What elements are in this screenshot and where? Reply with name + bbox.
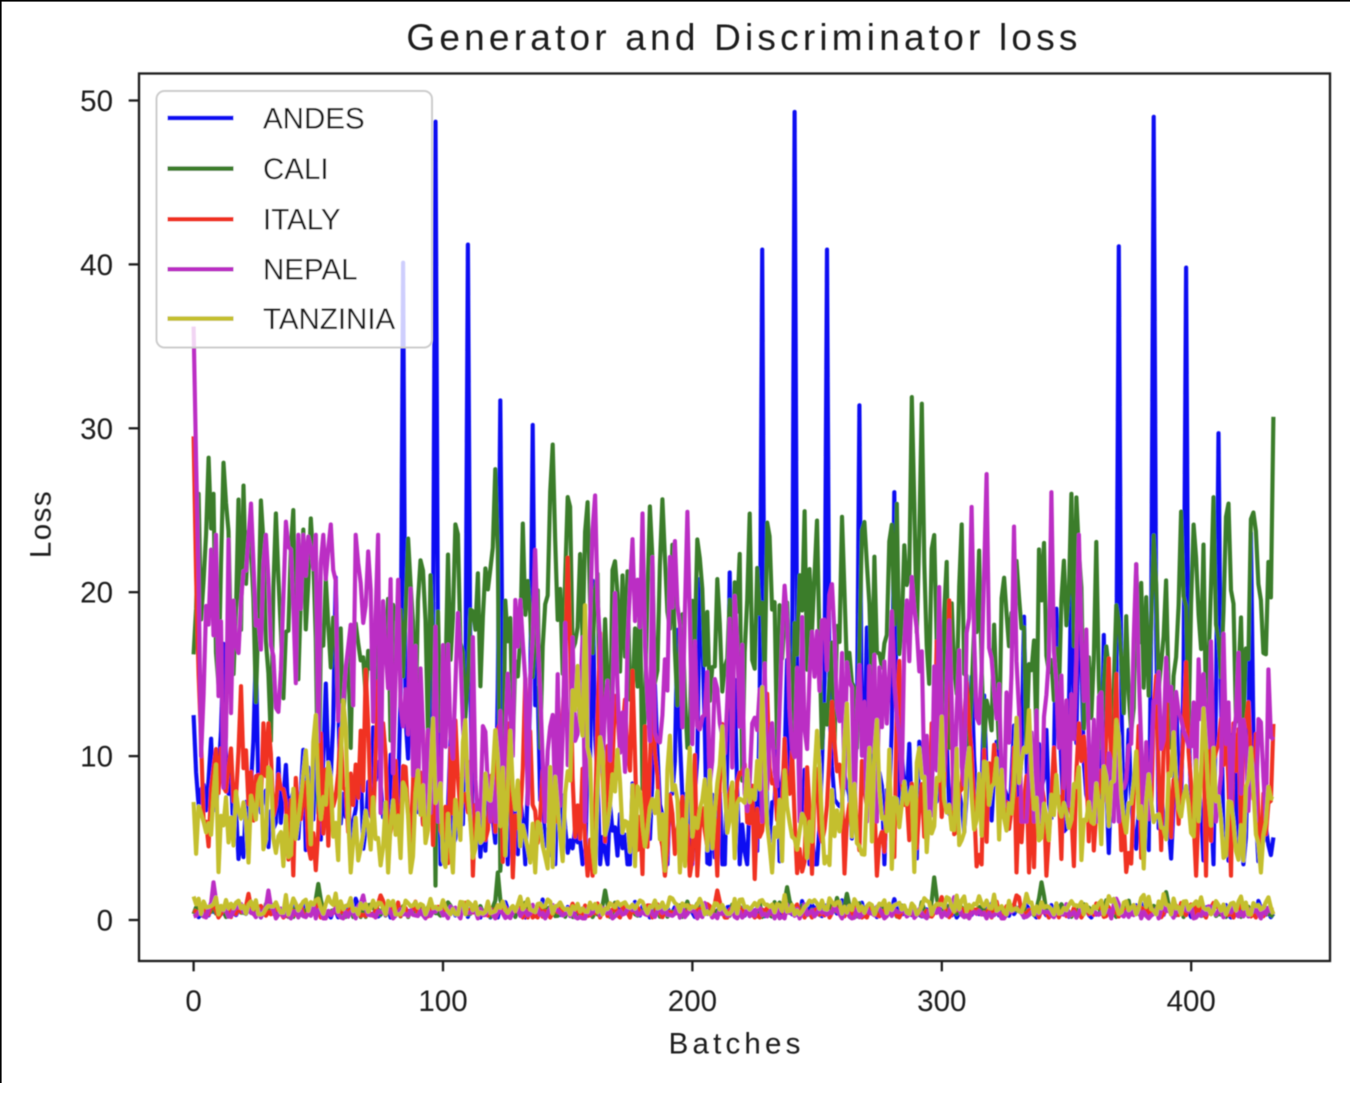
svg-text:30: 30 <box>80 413 113 446</box>
svg-text:200: 200 <box>668 985 717 1018</box>
svg-text:NEPAL: NEPAL <box>263 254 358 287</box>
svg-text:0: 0 <box>97 905 113 938</box>
svg-text:300: 300 <box>917 985 966 1018</box>
svg-text:CALI: CALI <box>263 153 329 186</box>
svg-text:Batches: Batches <box>669 1028 805 1061</box>
svg-text:400: 400 <box>1167 985 1216 1018</box>
svg-text:40: 40 <box>80 249 113 282</box>
svg-text:ANDES: ANDES <box>263 103 365 136</box>
svg-text:Generator and Discriminator lo: Generator and Discriminator loss <box>406 17 1081 58</box>
svg-text:TANZINIA: TANZINIA <box>263 303 396 336</box>
svg-text:0: 0 <box>185 985 201 1018</box>
svg-text:Loss: Loss <box>25 490 58 558</box>
svg-text:10: 10 <box>80 741 113 774</box>
svg-text:50: 50 <box>80 85 113 118</box>
svg-text:20: 20 <box>80 577 113 610</box>
svg-text:ITALY: ITALY <box>263 204 341 237</box>
svg-text:100: 100 <box>418 985 467 1018</box>
